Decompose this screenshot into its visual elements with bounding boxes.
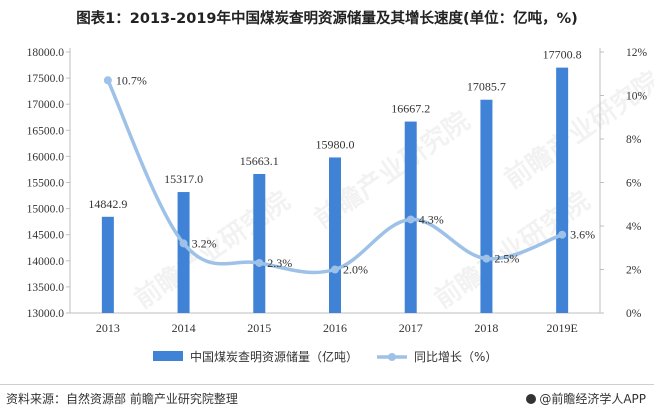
growth-point [406,215,415,224]
y-left-tick-label: 15000.0 [27,204,65,216]
x-tick-label: 2016 [323,321,347,335]
footer: 资料来源：自然资源部 前瞻产业研究院整理 @前瞻经济学人APP [0,384,654,411]
y-right-tick-label: 2% [626,265,642,277]
legend-line-marker [388,353,396,361]
growth-point [103,76,112,85]
growth-value-label: 3.6% [570,228,595,242]
growth-point [331,265,339,274]
legend-bar-label: 中国煤炭查明资源储量（亿吨） [190,349,358,364]
brand-logo-icon [526,394,537,404]
y-left-tick-label: 16000.0 [27,151,65,163]
y-left-tick-label: 17000.0 [27,99,65,111]
x-tick-label: 2017 [399,321,423,335]
bar-value-label: 15317.0 [164,172,203,186]
y-left-tick-label: 15500.0 [27,178,65,190]
y-right-tick-label: 0% [626,308,642,320]
growth-value-label: 2.5% [494,252,519,266]
y-left-tick-label: 14000.0 [27,256,65,268]
y-left-tick-label: 17500.0 [27,73,65,85]
y-right-tick-label: 6% [626,178,642,190]
y-left-tick-label: 16500.0 [27,125,65,137]
growth-point [558,230,567,239]
chart-area: 13000.0 13500.0 14000.0 14500.0 15000.0 15500… [27,47,648,364]
x-tick-label: 2015 [247,321,271,335]
y-right-tick-label: 8% [626,134,642,146]
y-left-tick-label: 14500.0 [27,230,65,242]
bar-value-label: 15663.1 [240,154,279,168]
x-tick-label: 2018 [474,321,498,335]
y-left-tick-label: 18000.0 [27,47,65,59]
x-tick-label: 2013 [96,321,120,335]
y-left-tick-label: 13500.0 [27,282,65,294]
bar [556,67,569,313]
growth-value-label: 10.7% [116,73,147,87]
growth-point [179,239,188,248]
y-left-tick-label: 13000.0 [27,308,65,320]
bar-value-label: 17700.8 [543,48,582,62]
y-right-tick-label: 12% [626,47,648,59]
brand-credit: @前瞻经济学人APP [526,390,646,407]
x-tick-label: 2019E [546,321,577,335]
legend-bar-swatch [153,351,183,361]
bar-value-label: 14842.9 [88,197,127,211]
bar [480,99,493,313]
bar-value-label: 15980.0 [316,137,355,151]
legend-line-label: 同比增长（%） [414,350,497,364]
bar [101,216,114,313]
bar [253,173,266,313]
growth-value-label: 4.3% [419,212,444,226]
bar-value-label: 16667.2 [391,102,430,116]
growth-value-label: 3.2% [192,236,217,250]
chart-title: 图表1：2013-2019年中国煤炭查明资源储量及其增长速度(单位：亿吨，%) [76,11,578,27]
brand-text: @前瞻经济学人APP [539,392,646,406]
bar [329,157,341,313]
y-right-tick-label: 4% [626,221,642,233]
bar [177,192,190,313]
y-right-tick-label: 10% [626,91,648,103]
x-tick-label: 2014 [172,321,196,335]
growth-point [255,258,264,267]
bar-value-label: 17085.7 [467,80,506,94]
growth-value-label: 2.0% [343,263,368,277]
growth-value-label: 2.3% [267,256,292,270]
source-note: 资料来源：自然资源部 前瞻产业研究院整理 [6,392,238,406]
growth-point [482,254,491,263]
